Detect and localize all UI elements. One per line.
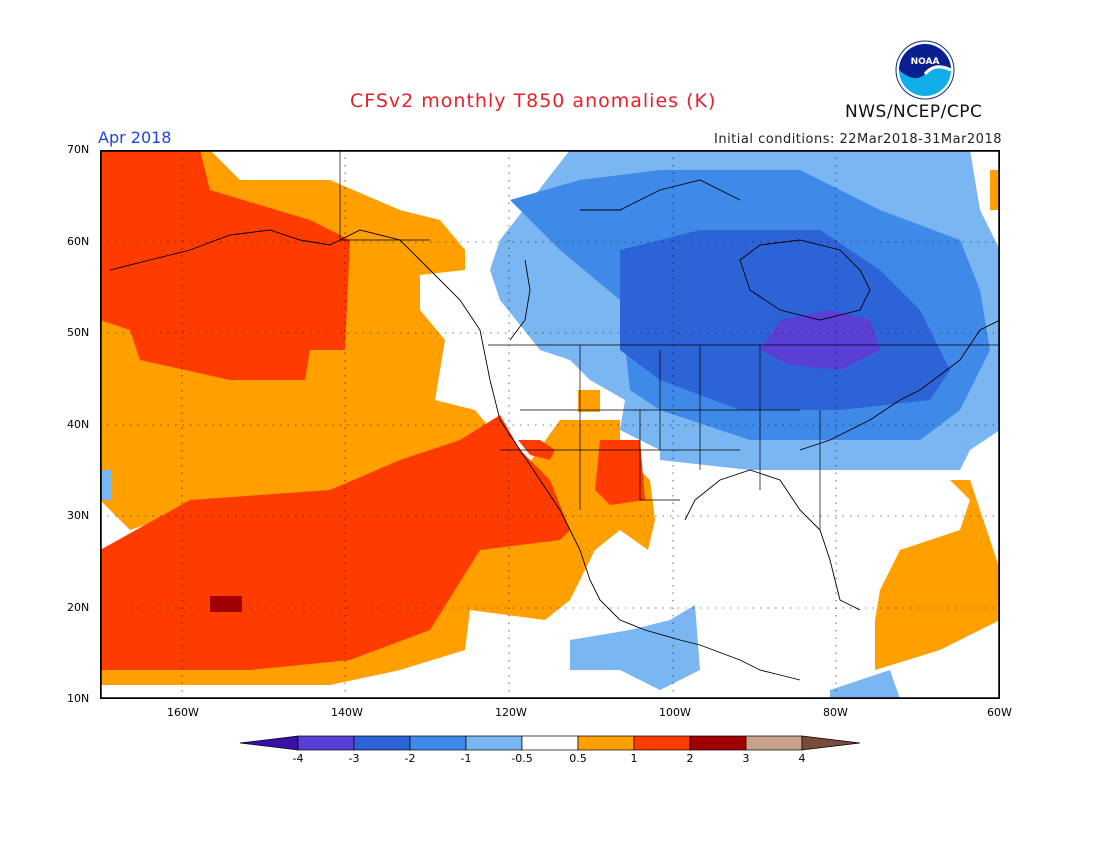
- colorbar-cell: [633, 735, 691, 751]
- lon-label: 160W: [167, 706, 199, 719]
- colorbar-max-arrow: [801, 735, 860, 751]
- colorbar-tick-label: -4: [292, 752, 304, 765]
- map-title: CFSv2 monthly T850 anomalies (K): [350, 90, 717, 112]
- lat-label: 10N: [67, 692, 90, 705]
- warm-anomaly-strong: [210, 596, 242, 612]
- lon-label: 120W: [495, 706, 527, 719]
- colorbar-tick-label: -2: [404, 752, 416, 765]
- initial-conditions: Initial conditions: 22Mar2018-31Mar2018: [714, 132, 1002, 147]
- borders: [339, 150, 1000, 530]
- graticule: [100, 150, 1000, 699]
- colorbar-tick-label: -1: [460, 752, 472, 765]
- colorbar-cell: [577, 735, 635, 751]
- colorbar-tick-label: 3: [742, 752, 750, 765]
- anomaly-map: [100, 150, 1000, 699]
- colorbar-cell: [353, 735, 411, 751]
- colorbar-cell: [465, 735, 523, 751]
- colorbar-tick-label: 2: [686, 752, 694, 765]
- lat-label: 30N: [67, 509, 90, 522]
- lon-label: 80W: [823, 706, 848, 719]
- lat-label: 70N: [67, 143, 90, 156]
- lon-label: 60W: [987, 706, 1012, 719]
- map-frame: [100, 150, 1000, 699]
- noaa-logo-icon: NOAA: [895, 40, 955, 100]
- cool-anomaly-very-strong: [760, 310, 880, 370]
- agency-label: NWS/NCEP/CPC: [845, 102, 983, 122]
- colorbar-tick-label: 1: [630, 752, 638, 765]
- colorbar-cell: [689, 735, 747, 751]
- logo-text: NOAA: [911, 57, 940, 67]
- colorbar-cell: [409, 735, 467, 751]
- lon-label: 100W: [659, 706, 691, 719]
- colorbar-tick-label: 4: [798, 752, 806, 765]
- colorbar-tick-label: -3: [348, 752, 360, 765]
- colorbar-cell: [297, 735, 355, 751]
- colorbar-cell: [745, 735, 803, 751]
- lon-label: 140W: [331, 706, 363, 719]
- lat-label: 50N: [67, 326, 90, 339]
- colorbar-tick-label: 0.5: [569, 752, 587, 765]
- colorbar-cell: [521, 735, 579, 751]
- colorbar: [240, 735, 860, 751]
- forecast-period: Apr 2018: [98, 128, 172, 147]
- colorbar-tick-label: -0.5: [511, 752, 533, 765]
- lat-label: 40N: [67, 418, 90, 431]
- colorbar-min-arrow: [240, 735, 299, 751]
- lat-label: 20N: [67, 601, 90, 614]
- lat-label: 60N: [67, 235, 90, 248]
